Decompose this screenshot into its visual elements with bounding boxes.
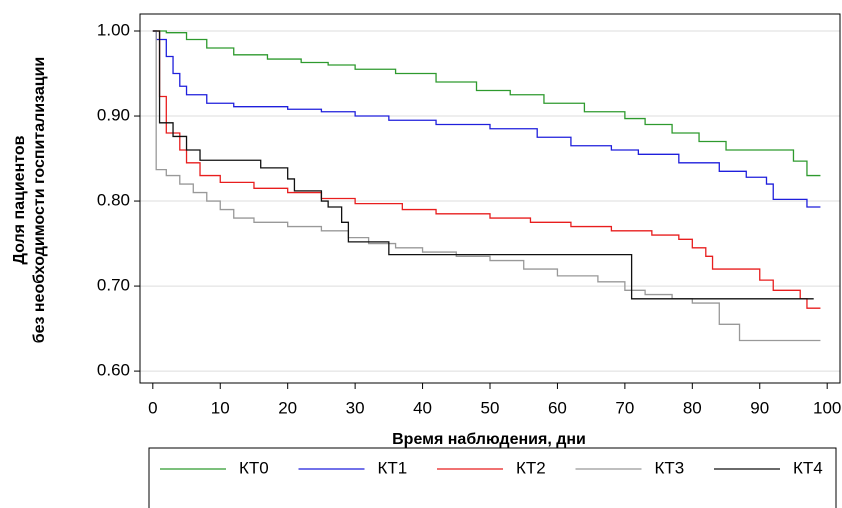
x-tick-label: 0	[148, 398, 157, 417]
x-tick-label: 100	[813, 398, 841, 417]
series-line	[152, 30, 821, 208]
y-tick-label: 0.80	[97, 191, 130, 210]
y-axis-label: без необходимости госпитализации	[31, 57, 48, 344]
x-tick-label: 50	[481, 398, 500, 417]
legend-label: КТ2	[516, 458, 546, 477]
y-tick-label: 1.00	[97, 20, 130, 39]
y-tick-label: 0.90	[97, 106, 130, 125]
series-line	[152, 30, 821, 309]
x-tick-label: 30	[346, 398, 365, 417]
x-tick-label: 90	[750, 398, 769, 417]
x-tick-label: 10	[211, 398, 230, 417]
x-tick-label: 80	[683, 398, 702, 417]
y-axis-label: Доля пациентов	[11, 135, 28, 264]
series-line	[152, 30, 821, 177]
y-tick-label: 0.60	[97, 361, 130, 380]
series-line	[152, 30, 821, 342]
x-tick-label: 60	[548, 398, 567, 417]
x-tick-label: 40	[413, 398, 432, 417]
x-tick-label: 20	[278, 398, 297, 417]
legend-label: КТ4	[793, 458, 823, 477]
legend-label: КТ0	[239, 458, 269, 477]
plot-frame	[139, 13, 841, 384]
x-tick-label: 70	[615, 398, 634, 417]
legend-box	[148, 447, 837, 508]
series-line	[152, 30, 814, 300]
y-tick-label: 0.70	[97, 276, 130, 295]
legend-label: КТ1	[378, 458, 408, 477]
x-axis-label: Время наблюдения, дни	[392, 431, 586, 448]
legend-label: КТ3	[655, 458, 685, 477]
